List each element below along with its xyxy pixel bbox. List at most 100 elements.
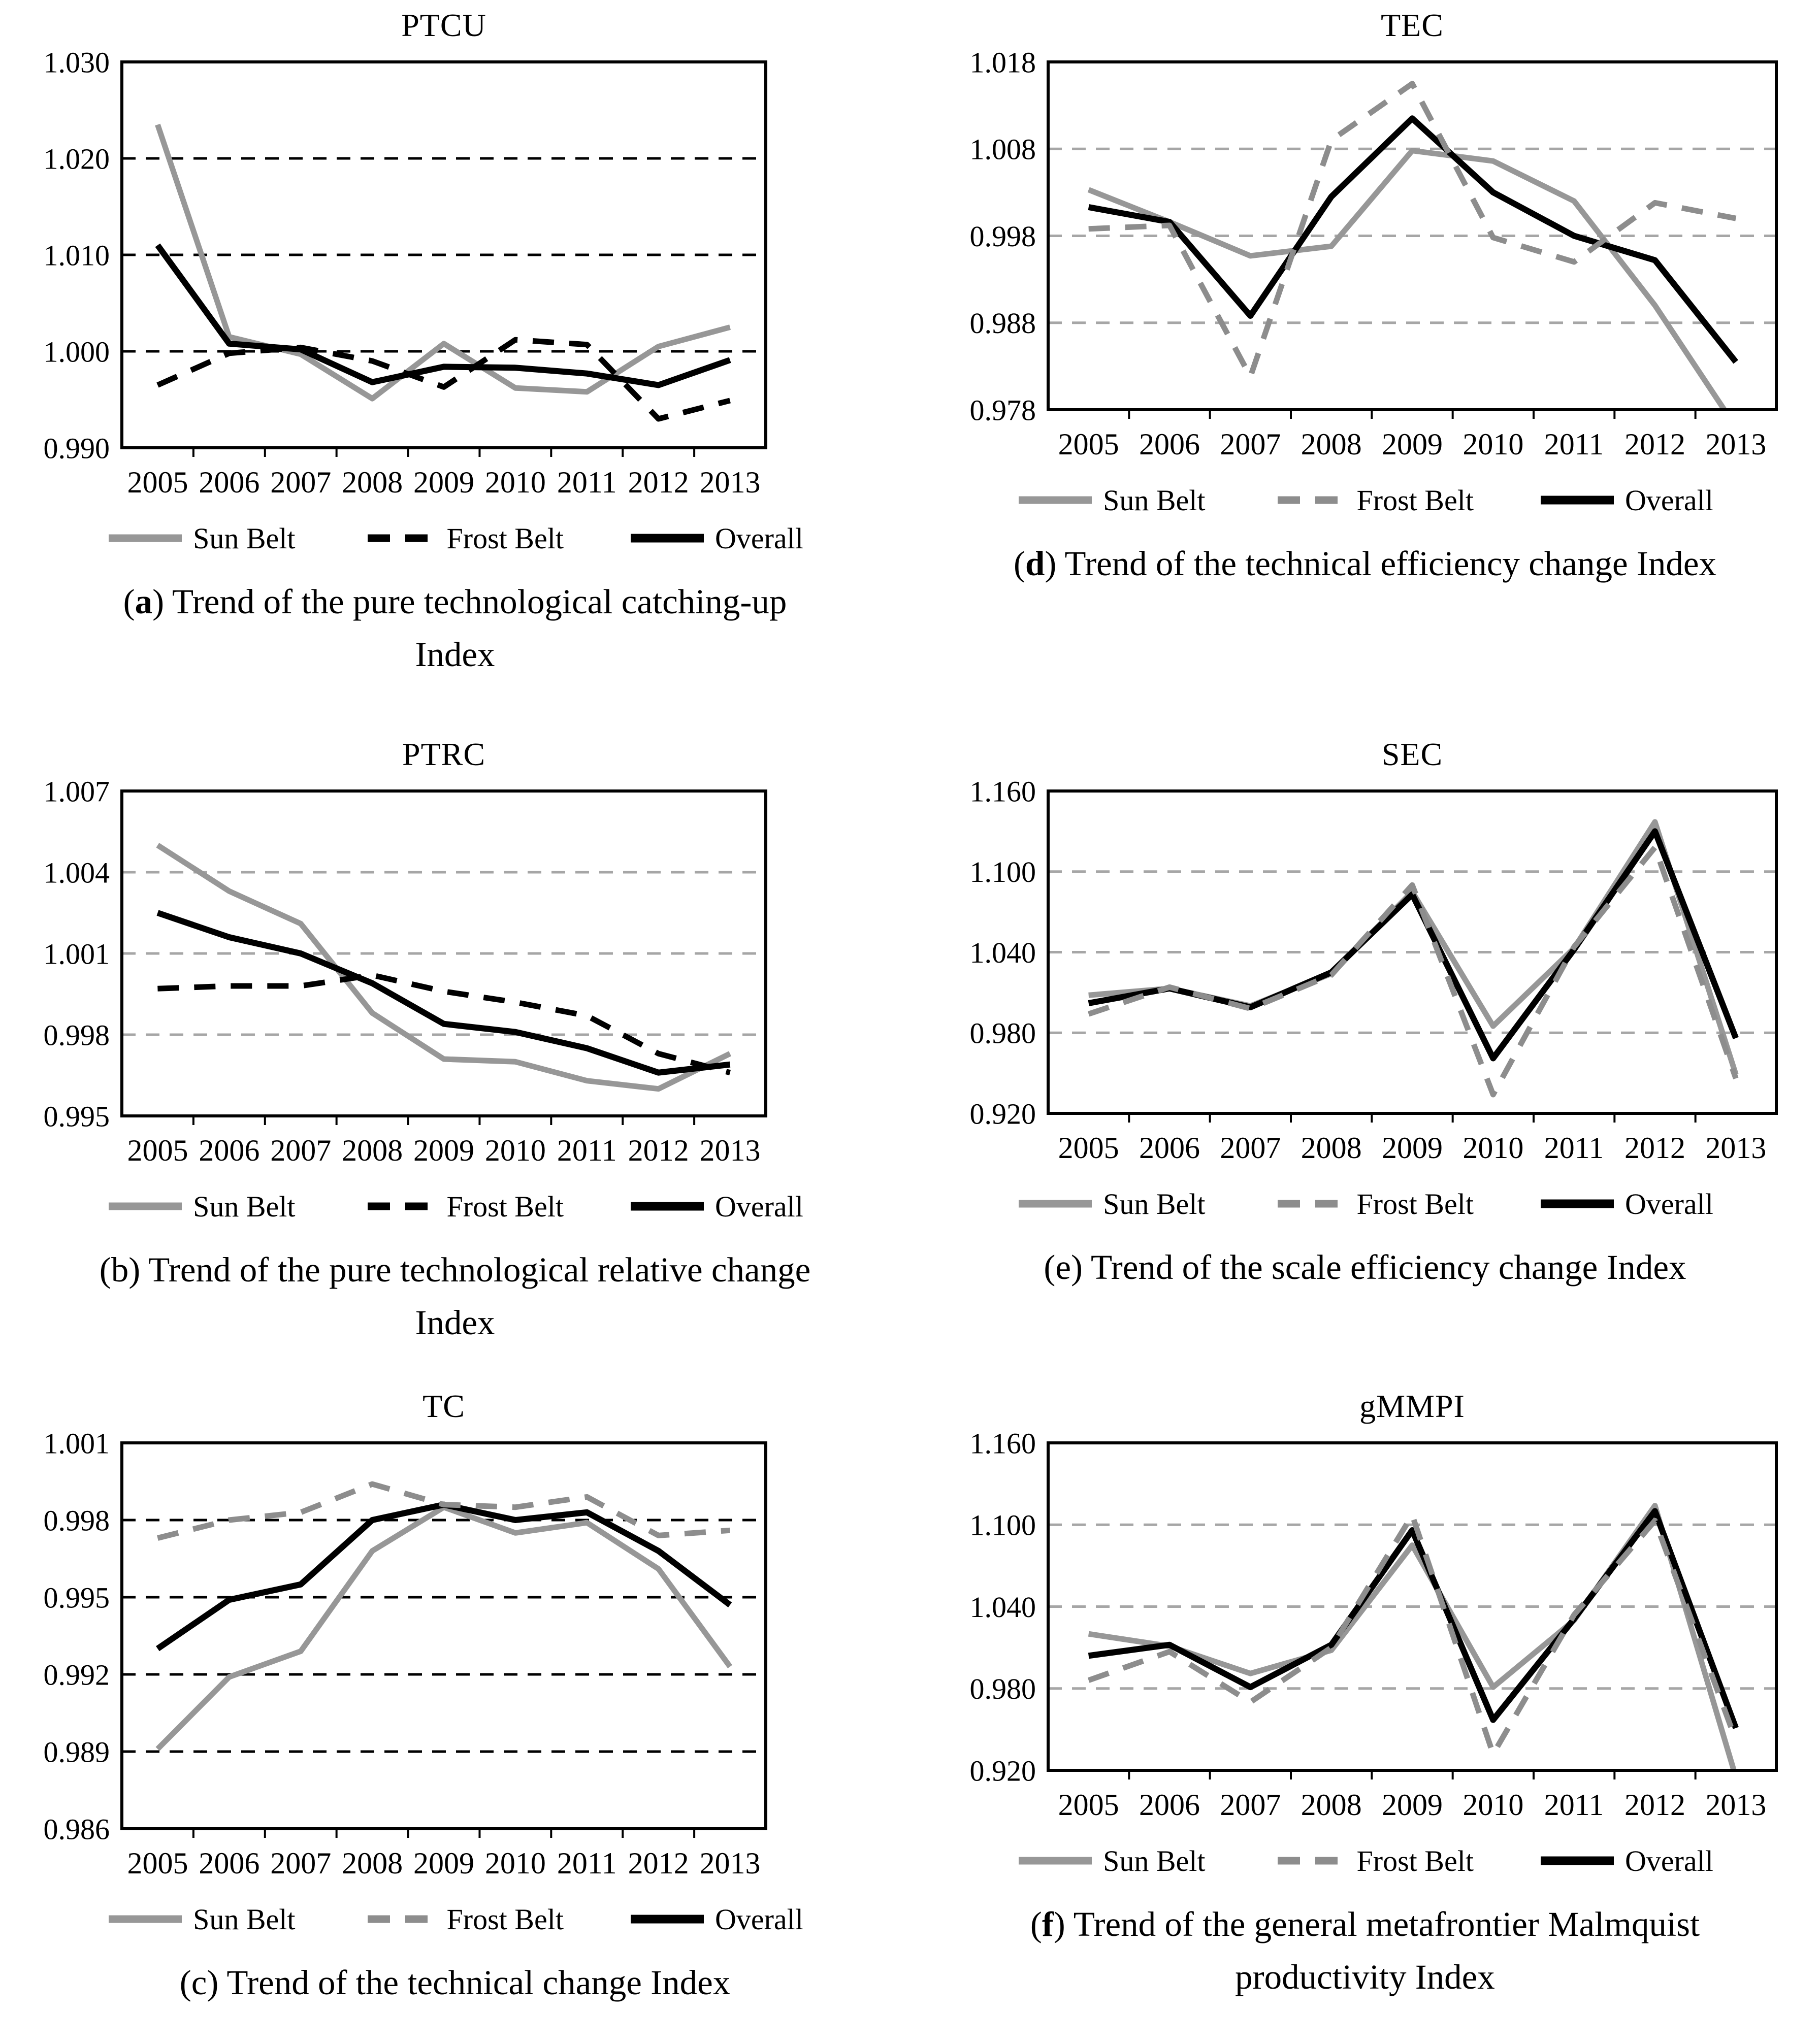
y-tick-label-0.920: 0.920 (970, 1754, 1036, 1787)
legend-item-overall: Overall (629, 1190, 803, 1224)
frost-belt-line-swatch-icon (1277, 496, 1341, 504)
chart-title-ptcu: PTCU (401, 7, 486, 43)
legend-ptrc: Sun Belt Frost Belt Overall (0, 1182, 910, 1231)
x-tick-label-2008: 2008 (1301, 1131, 1362, 1165)
series-line-frost-belt (1087, 1512, 1739, 1757)
x-tick-label-2009: 2009 (1382, 1788, 1443, 1822)
chart-canvas-tc: 2005 2006 2007 2008 2009 2010 2011 2012 2013 0.98… (44, 1428, 767, 1880)
y-tick-label-0.998: 0.998 (44, 1504, 110, 1537)
caption-prefix: ( (99, 1250, 111, 1289)
legend-item-overall: Overall (1539, 1187, 1713, 1221)
frost-belt-line-swatch-icon (1277, 1857, 1341, 1865)
legend-item-frost-belt: Frost Belt (361, 1902, 564, 1936)
y-tick-label-0.998: 0.998 (44, 1018, 110, 1051)
x-tick-label-2010: 2010 (1462, 427, 1523, 461)
series-line-frost-belt (156, 337, 731, 422)
chart-canvas-ptrc: 2005 2006 2007 2008 2009 2010 2011 2012 2013 0.99… (44, 776, 767, 1167)
frost-belt-line-swatch-icon (367, 1915, 431, 1923)
chart-ptcu: 2005 2006 2007 2008 2009 2010 2011 2012 2013 0.99… (0, 47, 910, 514)
panel-gmmpi: gMMPI 2005 2006 2007 2008 2009 2010 2011 2012 20… (910, 1348, 1820, 2044)
caption-prefix: ( (1014, 544, 1025, 583)
x-tick-label-2009: 2009 (413, 1134, 474, 1167)
legend-item-sun-belt: Sun Belt (1017, 1187, 1206, 1221)
caption-line: (e) Trend of the scale efficiency change… (910, 1241, 1820, 1294)
y-tick-label-0.980: 0.980 (970, 1017, 1036, 1050)
x-tick-label-2009: 2009 (413, 1847, 474, 1880)
series-line-sun-belt (155, 123, 731, 402)
overall-line-swatch-icon (1540, 496, 1614, 505)
x-tick-label-2007: 2007 (270, 466, 331, 499)
x-tick-label-2007: 2007 (270, 1847, 331, 1880)
legend-label: Frost Belt (1356, 1844, 1474, 1877)
chart-ptrc: 2005 2006 2007 2008 2009 2010 2011 2012 2013 0.99… (0, 776, 910, 1182)
x-tick-label-2013: 2013 (700, 1847, 761, 1880)
legend-item-sun-belt: Sun Belt (107, 1190, 296, 1224)
x-tick-label-2005: 2005 (1058, 1788, 1119, 1822)
legend-item-overall: Overall (629, 521, 803, 555)
x-tick-label-2005: 2005 (127, 1134, 188, 1167)
legend-sec: Sun Belt Frost Belt Overall (910, 1179, 1820, 1228)
series-line-overall (1088, 1508, 1739, 1729)
panel-sec: SEC 2005 2006 2007 2008 2009 2010 2011 2012 2013… (910, 697, 1820, 1348)
legend-item-overall: Overall (1539, 1844, 1713, 1878)
x-tick-label-2008: 2008 (1301, 427, 1362, 461)
x-tick-label-2011: 2011 (557, 1847, 617, 1880)
plot-border (120, 1441, 767, 1830)
overall-line-swatch-icon (1540, 1199, 1614, 1208)
x-tick-label-2006: 2006 (199, 466, 259, 499)
x-tick-label-2005: 2005 (127, 466, 188, 499)
series-line-sun-belt (1087, 148, 1728, 410)
x-tick-label-2005: 2005 (127, 1847, 188, 1880)
y-tick-label-0.988: 0.988 (970, 307, 1036, 340)
series-line-frost-belt (157, 972, 731, 1076)
caption-gmmpi: (f) Trend of the general metafrontier Ma… (910, 1898, 1820, 2003)
caption-line: (a) Trend of the pure technological catc… (0, 576, 910, 629)
caption-line: (d) Trend of the technical efficiency ch… (910, 538, 1820, 590)
caption-ptcu: (a) Trend of the pure technological catc… (0, 576, 910, 681)
x-tick-label-2008: 2008 (1301, 1788, 1362, 1822)
x-tick-label-2011: 2011 (1544, 427, 1604, 461)
caption-letter: b (111, 1250, 129, 1289)
y-tick-label-1.030: 1.030 (44, 47, 110, 79)
legend-item-overall: Overall (1539, 483, 1713, 517)
overall-line-swatch-icon (630, 534, 704, 543)
caption-text: ) Trend of the technical change Index (207, 1963, 731, 2002)
y-tick-label-0.978: 0.978 (970, 393, 1036, 426)
y-tick-label-1.100: 1.100 (970, 855, 1036, 888)
x-tick-label-2006: 2006 (1139, 1131, 1200, 1165)
chart-tec: 2005 2006 2007 2008 2009 2010 2011 2012 2013 0.97… (910, 47, 1820, 476)
y-tick-label-1.160: 1.160 (970, 1428, 1036, 1460)
panel-tc: TC 2005 2006 2007 2008 2009 2010 2011 2012 2013 0… (0, 1348, 910, 2044)
sun-belt-line-swatch-icon (1019, 496, 1092, 504)
sun-belt-line-swatch-icon (109, 534, 182, 542)
sun-belt-line-swatch-icon (109, 1202, 182, 1210)
y-tick-label-0.992: 0.992 (44, 1658, 110, 1691)
caption-letter: e (1055, 1248, 1071, 1287)
y-tick-label-0.995: 0.995 (44, 1100, 110, 1133)
caption-text: ) Trend of the scale efficiency change I… (1071, 1248, 1686, 1287)
x-tick-label-2006: 2006 (1139, 1788, 1200, 1822)
chart-canvas-gmmpi: 2005 2006 2007 2008 2009 2010 2011 2012 2013 0.92… (970, 1428, 1778, 1822)
caption-line2: Index (415, 635, 495, 674)
legend-label: Frost Belt (1356, 483, 1474, 517)
panel-tec: TEC 2005 2006 2007 2008 2009 2010 2011 2012 2013… (910, 0, 1820, 697)
caption-line2: productivity Index (1235, 1957, 1495, 1996)
y-tick-label-1.000: 1.000 (44, 335, 110, 368)
y-tick-label-1.004: 1.004 (44, 856, 110, 889)
caption-text: ) Trend of the technical efficiency chan… (1045, 544, 1716, 583)
y-tick-label-1.160: 1.160 (970, 776, 1036, 808)
x-tick-label-2012: 2012 (1624, 427, 1685, 461)
legend-label: Overall (1624, 483, 1713, 517)
legend-label: Frost Belt (1356, 1187, 1474, 1221)
series-line-frost-belt (1088, 81, 1737, 380)
x-tick-label-2006: 2006 (199, 1134, 259, 1167)
caption-prefix: ( (123, 582, 135, 621)
legend-item-sun-belt: Sun Belt (1017, 1844, 1206, 1878)
caption-tec: (d) Trend of the technical efficiency ch… (910, 538, 1820, 590)
x-tick-label-2012: 2012 (1624, 1131, 1685, 1165)
y-tick-label-1.100: 1.100 (970, 1509, 1036, 1542)
y-tick-label-0.986: 0.986 (44, 1812, 110, 1845)
frost-belt-line-swatch-icon (367, 534, 431, 542)
x-tick-label-2010: 2010 (1462, 1788, 1523, 1822)
caption-prefix: ( (1030, 1905, 1042, 1943)
